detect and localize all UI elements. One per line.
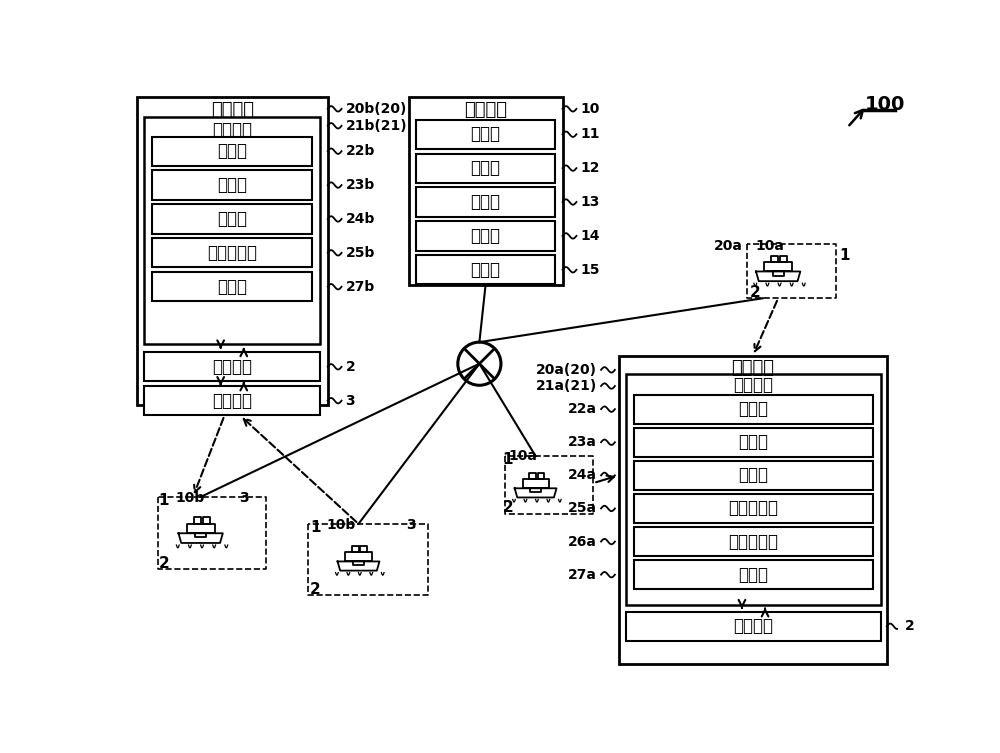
Text: 10a: 10a	[755, 239, 784, 253]
Text: 23b: 23b	[345, 178, 375, 192]
Text: 显示部: 显示部	[739, 566, 769, 584]
Bar	[619, 356, 887, 664]
Bar	[634, 461, 873, 490]
Text: 2: 2	[502, 500, 513, 515]
Bar	[416, 120, 555, 149]
Text: 1: 1	[310, 520, 320, 535]
Bar	[152, 272, 312, 301]
Text: 2: 2	[750, 285, 760, 300]
Bar	[626, 611, 881, 641]
Text: 陆上通信部: 陆上通信部	[729, 532, 779, 550]
Text: 13: 13	[580, 195, 600, 209]
Text: 22b: 22b	[345, 144, 375, 158]
Bar	[416, 187, 555, 217]
Text: 船内系统: 船内系统	[731, 359, 774, 377]
Text: 安全装置: 安全装置	[734, 617, 774, 636]
Text: 显示部: 显示部	[471, 261, 501, 279]
Text: 船内系统: 船内系统	[211, 102, 254, 120]
Text: 3: 3	[345, 394, 355, 407]
Bar	[634, 428, 873, 457]
Text: 27b: 27b	[345, 279, 375, 294]
Text: 24b: 24b	[345, 212, 375, 226]
Text: 通信装置: 通信装置	[212, 392, 252, 410]
Text: 12: 12	[580, 161, 600, 175]
Bar	[409, 96, 563, 285]
Bar	[416, 255, 555, 285]
Text: 1: 1	[840, 248, 850, 264]
Bar	[152, 170, 312, 200]
Text: 24a: 24a	[568, 468, 597, 483]
Text: 3: 3	[406, 518, 416, 532]
Text: 10b: 10b	[326, 518, 355, 532]
Bar	[152, 238, 312, 267]
Text: 3: 3	[239, 492, 249, 505]
Bar	[152, 136, 312, 166]
Text: 10: 10	[580, 102, 600, 116]
Text: 20a: 20a	[714, 239, 743, 253]
Text: 存储部: 存储部	[471, 193, 501, 211]
Bar	[626, 373, 881, 605]
Text: 监视系统: 监视系统	[734, 376, 774, 394]
Bar	[137, 96, 328, 404]
Bar	[144, 386, 320, 416]
Text: 显示部: 显示部	[217, 278, 247, 296]
Bar	[634, 527, 873, 556]
Text: 10b: 10b	[175, 492, 204, 505]
Text: 控制部: 控制部	[739, 433, 769, 451]
Bar	[144, 117, 320, 344]
Text: 14: 14	[580, 229, 600, 243]
Text: 21a(21): 21a(21)	[536, 379, 597, 393]
Text: 输入部: 输入部	[471, 125, 501, 143]
Text: 船内通信部: 船内通信部	[729, 499, 779, 517]
Text: 100: 100	[865, 95, 906, 114]
Text: 20a(20): 20a(20)	[536, 363, 597, 376]
Text: 2: 2	[158, 556, 169, 572]
Text: 10a: 10a	[509, 449, 538, 463]
Text: 1: 1	[502, 453, 513, 468]
Text: 2: 2	[310, 582, 321, 597]
Text: 20b(20): 20b(20)	[345, 102, 407, 116]
Bar	[634, 395, 873, 424]
Bar	[416, 221, 555, 251]
Bar	[144, 352, 320, 382]
Text: 2: 2	[904, 619, 914, 633]
Text: 21b(21): 21b(21)	[345, 119, 407, 133]
Text: 存储部: 存储部	[739, 466, 769, 484]
Text: 15: 15	[580, 263, 600, 277]
Text: 26a: 26a	[568, 535, 597, 549]
Text: 11: 11	[580, 127, 600, 142]
Text: 存储部: 存储部	[217, 210, 247, 228]
Bar	[416, 154, 555, 183]
Text: 控制部: 控制部	[471, 159, 501, 177]
Bar	[152, 204, 312, 233]
Text: 23a: 23a	[568, 435, 597, 450]
Text: 陆上系统: 陆上系统	[464, 102, 507, 120]
Text: 22a: 22a	[568, 402, 597, 416]
Bar	[634, 494, 873, 523]
Text: 船内通信部: 船内通信部	[207, 244, 257, 262]
Text: 监视系统: 监视系统	[212, 120, 252, 139]
Text: 1: 1	[158, 493, 169, 508]
Text: 输入部: 输入部	[739, 400, 769, 418]
Text: 25a: 25a	[568, 501, 597, 516]
Text: 输入部: 输入部	[217, 142, 247, 160]
Text: 通信部: 通信部	[471, 227, 501, 245]
Text: 25b: 25b	[345, 245, 375, 260]
Text: 2: 2	[345, 360, 355, 373]
Text: 控制部: 控制部	[217, 176, 247, 194]
Text: 27a: 27a	[568, 568, 597, 581]
Text: 安全装置: 安全装置	[212, 358, 252, 376]
Bar	[634, 560, 873, 590]
